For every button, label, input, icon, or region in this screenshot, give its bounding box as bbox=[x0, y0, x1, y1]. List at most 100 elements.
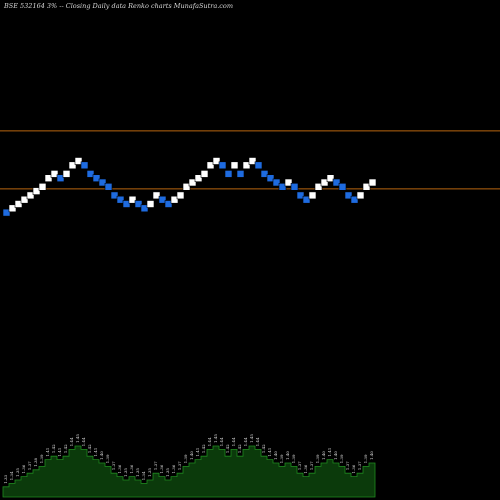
volume-label: 1.37 bbox=[345, 461, 350, 470]
renko-brick-down bbox=[158, 195, 167, 204]
renko-brick-up bbox=[176, 191, 185, 200]
volume-label: 1.44 bbox=[69, 437, 74, 446]
volume-label: 1.37 bbox=[177, 461, 182, 470]
volume-label: 1.37 bbox=[309, 461, 314, 470]
volume-label: 1.44 bbox=[81, 437, 86, 446]
renko-brick-down bbox=[134, 200, 143, 208]
volume-label: 1.44 bbox=[207, 437, 212, 446]
volume-label: 1.39 bbox=[279, 454, 284, 463]
volume-label: 1.44 bbox=[231, 437, 236, 446]
volume-label: 1.40 bbox=[321, 451, 326, 460]
volume-label: 1.41 bbox=[93, 448, 98, 457]
renko-brick-down bbox=[350, 195, 359, 204]
volume-label: 1.39 bbox=[315, 454, 320, 463]
volume-label: 1.36 bbox=[159, 464, 164, 473]
renko-brick-up bbox=[284, 178, 293, 187]
renko-brick-up bbox=[248, 157, 257, 165]
renko-brick-up bbox=[356, 191, 365, 200]
renko-brick-down bbox=[332, 178, 341, 187]
renko-brick-down bbox=[278, 183, 287, 191]
renko-brick-down bbox=[224, 170, 233, 178]
renko-brick-down bbox=[122, 200, 131, 208]
renko-brick-down bbox=[104, 183, 113, 191]
renko-brick-down bbox=[290, 183, 299, 191]
renko-brick-down bbox=[92, 174, 101, 182]
volume-label: 1.39 bbox=[363, 454, 368, 463]
volume-label: 1.39 bbox=[105, 454, 110, 463]
renko-brick-down bbox=[272, 178, 281, 187]
renko-brick-up bbox=[146, 200, 155, 208]
volume-label: 1.39 bbox=[183, 454, 188, 463]
renko-brick-down bbox=[86, 170, 95, 178]
volume-label: 1.44 bbox=[243, 437, 248, 446]
renko-brick-up bbox=[44, 174, 53, 182]
renko-brick-up bbox=[188, 178, 197, 187]
renko-brick-down bbox=[344, 191, 353, 200]
renko-brick-up bbox=[38, 183, 47, 191]
volume-label: 1.37 bbox=[27, 461, 32, 470]
volume-label: 1.45 bbox=[213, 434, 218, 443]
volume-label: 1.41 bbox=[195, 448, 200, 457]
volume-label: 1.40 bbox=[369, 451, 374, 460]
volume-label: 1.41 bbox=[45, 448, 50, 457]
renko-brick-up bbox=[326, 174, 335, 182]
volume-label: 1.34 bbox=[9, 471, 14, 480]
renko-brick-up bbox=[206, 161, 215, 170]
volume-label: 1.37 bbox=[297, 461, 302, 470]
renko-brick-up bbox=[230, 161, 239, 170]
renko-brick-down bbox=[116, 195, 125, 204]
volume-label: 1.40 bbox=[273, 451, 278, 460]
renko-brick-down bbox=[56, 174, 65, 182]
volume-label: 1.33 bbox=[3, 474, 8, 483]
renko-brick-down bbox=[140, 204, 149, 213]
volume-label: 1.42 bbox=[87, 444, 92, 453]
volume-label: 1.42 bbox=[261, 444, 266, 453]
renko-brick-up bbox=[170, 195, 179, 204]
volume-area bbox=[2, 445, 376, 498]
volume-label: 1.42 bbox=[201, 444, 206, 453]
renko-brick-up bbox=[8, 204, 17, 213]
volume-label: 1.35 bbox=[147, 468, 152, 477]
renko-brick-down bbox=[338, 183, 347, 191]
volume-label: 1.40 bbox=[333, 451, 338, 460]
renko-brick-up bbox=[368, 178, 377, 187]
renko-brick-down bbox=[302, 195, 311, 204]
volume-label: 1.42 bbox=[51, 444, 56, 453]
volume-label: 1.35 bbox=[165, 468, 170, 477]
volume-label: 1.44 bbox=[255, 437, 260, 446]
volume-label: 1.41 bbox=[267, 448, 272, 457]
volume-label: 1.35 bbox=[123, 468, 128, 477]
renko-brick-up bbox=[182, 183, 191, 191]
renko-brick-up bbox=[242, 161, 251, 170]
volume-label: 1.42 bbox=[63, 444, 68, 453]
volume-labels: 1.33 1.34 1.35 1.36 1.37 1.38 1.391.41 1.42 1.41… bbox=[3, 434, 374, 484]
volume-area-path bbox=[2, 445, 376, 498]
renko-brick-down bbox=[236, 170, 245, 178]
renko-brick-up bbox=[194, 174, 203, 182]
volume-label: 1.45 bbox=[75, 434, 80, 443]
volume-label: 1.36 bbox=[129, 464, 134, 473]
volume-label: 1.37 bbox=[111, 461, 116, 470]
renko-bricks bbox=[2, 157, 377, 217]
renko-brick-down bbox=[98, 178, 107, 187]
renko-brick-up bbox=[308, 191, 317, 200]
volume-label: 1.37 bbox=[153, 461, 158, 470]
volume-label: 1.35 bbox=[15, 468, 20, 477]
renko-brick-down bbox=[260, 170, 269, 178]
renko-brick-up bbox=[320, 178, 329, 187]
renko-brick-up bbox=[26, 191, 35, 200]
renko-brick-up bbox=[32, 187, 41, 195]
chart-title: BSE 532164 3% -- Closing Daily data Renk… bbox=[4, 2, 233, 10]
volume-label: 1.41 bbox=[327, 448, 332, 457]
volume-label: 1.44 bbox=[219, 437, 224, 446]
volume-label: 1.41 bbox=[57, 448, 62, 457]
renko-brick-up bbox=[362, 183, 371, 191]
renko-brick-down bbox=[164, 200, 173, 208]
renko-brick-up bbox=[314, 183, 323, 191]
renko-brick-up bbox=[62, 170, 71, 178]
renko-brick-up bbox=[14, 200, 23, 208]
renko-brick-up bbox=[74, 157, 83, 165]
volume-label: 1.34 bbox=[141, 471, 146, 480]
volume-label: 1.36 bbox=[21, 464, 26, 473]
